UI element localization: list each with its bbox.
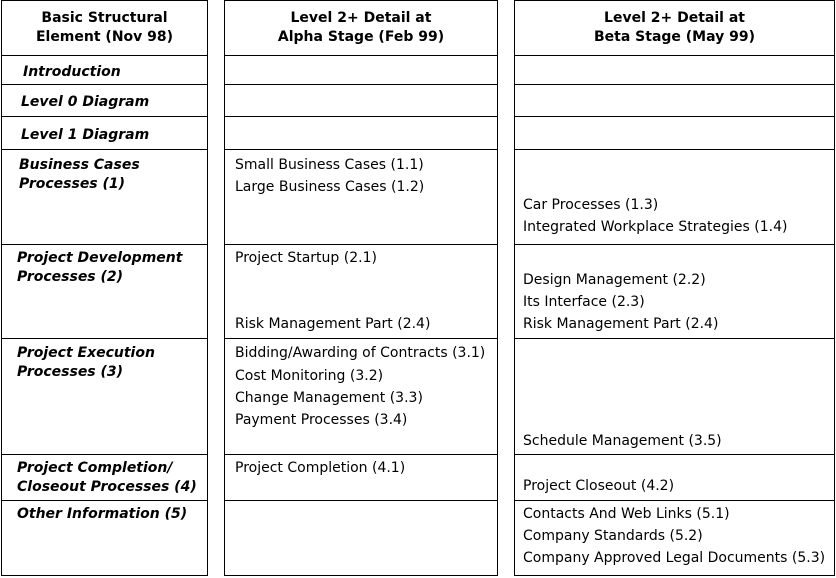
row-divider	[1, 454, 208, 455]
column-beta-frame	[514, 0, 835, 576]
beta-item: Its Interface (2.3)	[523, 294, 645, 310]
row-label-level-1-diagram: Level 1 Diagram	[21, 127, 150, 143]
beta-item: Company Standards (5.2)	[523, 528, 703, 544]
row-label-other-information: Other Information (5)	[17, 506, 188, 522]
row-divider	[224, 149, 498, 150]
row-label-introduction: Introduction	[23, 64, 121, 80]
row-label-project-completion: Project Completion/ Closeout Processes (…	[17, 460, 197, 495]
beta-item: Project Closeout (4.2)	[523, 478, 675, 494]
header-beta-stage: Level 2+ Detail at Beta Stage (May 99)	[593, 10, 756, 45]
header-alpha-stage: Level 2+ Detail at Alpha Stage (Feb 99)	[277, 10, 445, 45]
column-basic-structural-frame	[1, 0, 208, 576]
row-divider	[1, 244, 208, 245]
alpha-item: Project Startup (2.1)	[235, 250, 377, 266]
beta-item: Integrated Workplace Strategies (1.4)	[523, 219, 788, 235]
row-divider	[514, 244, 835, 245]
row-divider	[224, 55, 498, 56]
row-divider	[514, 84, 835, 85]
alpha-item: Large Business Cases (1.2)	[235, 179, 425, 195]
beta-item: Design Management (2.2)	[523, 272, 706, 288]
row-label-business-cases: Business Cases Processes (1)	[19, 157, 140, 192]
row-divider	[514, 338, 835, 339]
beta-item: Car Processes (1.3)	[523, 197, 659, 213]
row-divider	[1, 149, 208, 150]
beta-item: Risk Management Part (2.4)	[523, 316, 719, 332]
alpha-item: Project Completion (4.1)	[235, 460, 406, 476]
row-label-project-execution: Project Execution Processes (3)	[17, 345, 155, 380]
beta-item: Company Approved Legal Documents (5.3)	[523, 550, 826, 566]
alpha-item: Small Business Cases (1.1)	[235, 157, 424, 173]
row-divider	[1, 84, 208, 85]
row-label-project-development: Project Development Processes (2)	[17, 250, 183, 285]
alpha-item: Bidding/Awarding of Contracts (3.1)	[235, 345, 486, 361]
column-alpha-frame	[224, 0, 498, 576]
beta-item: Contacts And Web Links (5.1)	[523, 506, 730, 522]
alpha-item: Change Management (3.3)	[235, 390, 423, 406]
row-label-level-0-diagram: Level 0 Diagram	[21, 94, 150, 110]
row-divider	[224, 454, 498, 455]
row-divider	[1, 55, 208, 56]
row-divider	[1, 338, 208, 339]
row-divider	[224, 338, 498, 339]
row-divider	[514, 55, 835, 56]
row-divider	[1, 500, 208, 501]
alpha-item: Cost Monitoring (3.2)	[235, 368, 384, 384]
row-divider	[1, 116, 208, 117]
row-divider	[224, 84, 498, 85]
row-divider	[224, 116, 498, 117]
row-divider	[224, 244, 498, 245]
row-divider	[514, 454, 835, 455]
header-basic-structural-element: Basic Structural Element (Nov 98)	[35, 10, 174, 45]
beta-item: Schedule Management (3.5)	[523, 433, 722, 449]
row-divider	[514, 500, 835, 501]
alpha-item: Payment Processes (3.4)	[235, 412, 408, 428]
row-divider	[514, 116, 835, 117]
row-divider	[224, 500, 498, 501]
row-divider	[514, 149, 835, 150]
alpha-item: Risk Management Part (2.4)	[235, 316, 431, 332]
